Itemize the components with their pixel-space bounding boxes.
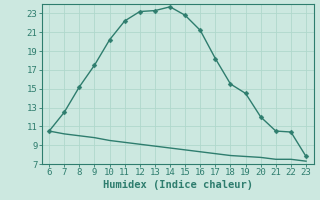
X-axis label: Humidex (Indice chaleur): Humidex (Indice chaleur) [103, 180, 252, 190]
